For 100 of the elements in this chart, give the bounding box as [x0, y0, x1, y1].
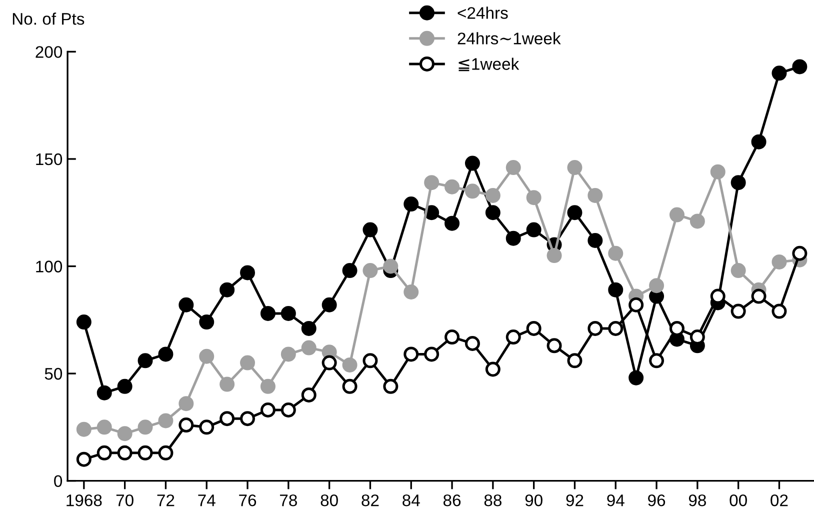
y-tick-label: 100 [36, 260, 62, 272]
point [404, 284, 419, 300]
legend-label: ≦1week [458, 58, 520, 72]
point [342, 378, 358, 394]
point [649, 353, 664, 368]
point [485, 188, 500, 203]
point [117, 426, 132, 442]
x-tick-label: 98 [688, 494, 706, 506]
point [588, 188, 603, 203]
point [383, 258, 398, 274]
x-tick-label: 74 [198, 494, 216, 506]
point [567, 205, 582, 220]
point [506, 160, 521, 176]
point [322, 297, 337, 312]
y-tick-label: 150 [36, 153, 62, 166]
point [301, 387, 316, 402]
point [280, 346, 296, 362]
x-tick-label: 90 [525, 494, 542, 506]
x-tick-label: 72 [157, 494, 174, 506]
point [322, 355, 337, 370]
x-tick-label: 92 [566, 494, 584, 506]
point [730, 175, 746, 190]
point [444, 179, 460, 194]
x-tick-label: 84 [402, 494, 420, 506]
point [424, 175, 440, 190]
point [138, 420, 153, 435]
point [117, 445, 132, 460]
point [628, 370, 644, 386]
legend-label: <24hrs [458, 6, 508, 19]
point [444, 216, 460, 231]
point [506, 330, 521, 345]
point [362, 353, 378, 368]
point [362, 263, 378, 278]
point [628, 297, 644, 312]
point [506, 230, 521, 246]
point [404, 346, 419, 362]
x-tick-label: 00 [730, 494, 747, 506]
point [158, 346, 174, 362]
x-tick-label: 86 [443, 494, 461, 506]
point [772, 254, 787, 270]
point [526, 222, 542, 238]
x-tick-label: 88 [484, 494, 502, 506]
point [404, 196, 419, 212]
point [138, 353, 153, 368]
point [792, 59, 808, 74]
point [730, 304, 746, 319]
point [588, 233, 603, 248]
point [301, 320, 316, 336]
point [608, 282, 624, 298]
point [690, 214, 705, 229]
point [485, 362, 500, 377]
point [485, 205, 500, 220]
point [342, 263, 358, 278]
point [76, 422, 92, 437]
point [464, 336, 480, 351]
point [588, 320, 603, 336]
point [240, 355, 256, 370]
point [526, 320, 542, 336]
point [608, 246, 624, 261]
point [178, 396, 194, 412]
point [117, 378, 132, 394]
y-tick-label: 50 [44, 368, 62, 380]
x-tick-label: 70 [116, 494, 134, 506]
y-tick-label: 200 [36, 46, 62, 58]
x-tick-label: 80 [320, 494, 338, 506]
point [751, 134, 766, 150]
x-tick-label: 96 [648, 494, 666, 506]
point [546, 248, 562, 264]
point [710, 164, 726, 180]
point [301, 340, 316, 356]
point [260, 306, 276, 321]
point [792, 246, 808, 261]
point [280, 402, 296, 418]
point [138, 445, 153, 460]
point [772, 66, 787, 81]
point [751, 288, 766, 304]
point [220, 376, 235, 392]
point [199, 314, 214, 330]
x-tick-label: 82 [362, 494, 379, 506]
point [424, 346, 440, 362]
point [178, 297, 194, 312]
point [96, 420, 112, 435]
point [280, 306, 296, 321]
point [76, 314, 92, 330]
point [649, 278, 664, 294]
x-tick-label: 94 [607, 494, 624, 506]
point [464, 184, 480, 199]
point [158, 445, 174, 460]
point [158, 413, 174, 428]
point [342, 357, 358, 372]
point [669, 320, 684, 336]
point [96, 445, 112, 460]
x-tick-label: 02 [770, 494, 788, 506]
y-axis-title: No. of Pts [12, 12, 84, 25]
point [240, 411, 256, 426]
legend-label: 24hrs∼1week [458, 32, 561, 44]
x-tick-label: 78 [280, 494, 297, 506]
point [240, 265, 256, 280]
point [260, 402, 276, 418]
point [546, 338, 562, 354]
